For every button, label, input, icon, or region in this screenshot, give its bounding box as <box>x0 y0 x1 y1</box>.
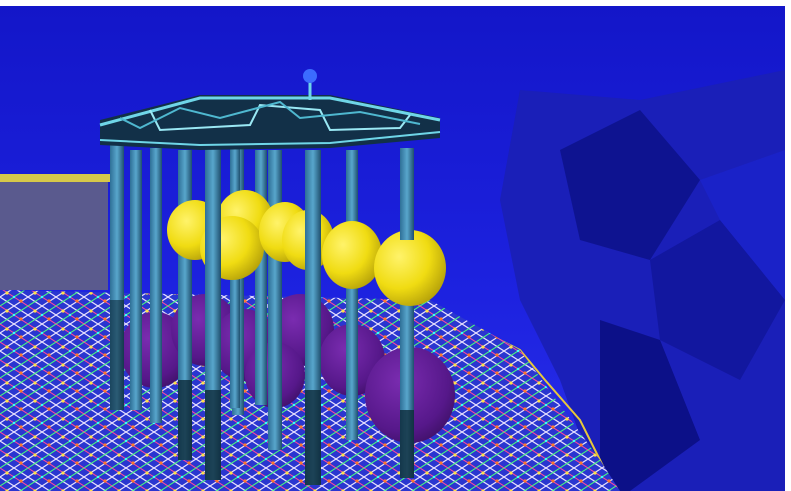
pole <box>346 150 358 440</box>
pole <box>400 170 414 240</box>
pole-shadow <box>110 300 124 410</box>
pole <box>150 148 162 423</box>
yellow-sphere <box>374 230 446 306</box>
frame-rail <box>149 103 411 132</box>
right-border <box>785 0 791 491</box>
pole-shadow <box>178 380 192 460</box>
grey-panel <box>0 178 108 290</box>
top-ball <box>303 69 317 83</box>
right-rock-facet-2 <box>650 220 785 380</box>
right-rock-facet-1 <box>560 110 700 260</box>
yellow-sphere <box>322 221 382 289</box>
pole <box>255 150 267 405</box>
pole-shadow <box>400 410 414 478</box>
frame-rail <box>119 100 421 130</box>
pole-shadow <box>305 390 321 485</box>
pole <box>305 175 321 285</box>
pole <box>130 150 142 410</box>
pole <box>205 175 221 295</box>
top-border <box>0 0 791 6</box>
right-rock-facet-4 <box>700 150 785 300</box>
top-frame <box>99 69 441 150</box>
frame-rail <box>99 131 441 147</box>
right-rock-facet-3 <box>600 320 700 491</box>
pole <box>268 150 282 450</box>
pole-shadow <box>205 390 221 480</box>
grey-panel-edge <box>0 174 110 182</box>
